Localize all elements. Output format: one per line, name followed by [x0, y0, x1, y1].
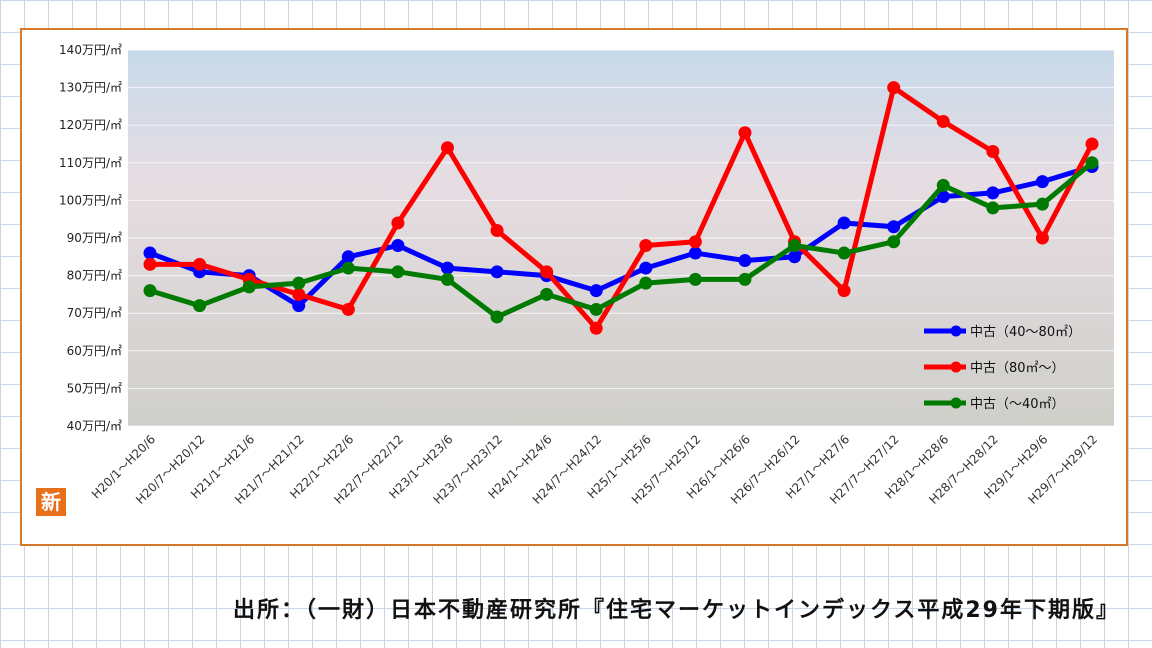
- data-point: [292, 299, 306, 313]
- legend-marker: [950, 361, 962, 373]
- source-note: 出所：（一財）日本不動産研究所『住宅マーケットインデックス平成29年下期版』: [233, 598, 1120, 623]
- data-point: [986, 201, 1000, 215]
- data-point: [143, 257, 157, 271]
- data-point: [986, 145, 1000, 159]
- data-point: [639, 239, 653, 253]
- data-point: [738, 272, 752, 286]
- data-point: [788, 250, 802, 264]
- new-badge-logo: 新: [36, 488, 66, 516]
- legend-marker: [950, 325, 962, 337]
- data-point: [837, 284, 851, 298]
- legend-marker: [950, 397, 962, 409]
- data-point: [688, 246, 702, 260]
- data-point: [242, 280, 256, 294]
- y-tick-label: 130万円/㎡: [59, 81, 122, 95]
- data-point: [143, 246, 157, 260]
- data-point: [887, 81, 901, 95]
- data-point: [391, 216, 405, 230]
- data-point: [887, 235, 901, 249]
- y-tick-label: 120万円/㎡: [59, 118, 122, 132]
- data-point: [1085, 156, 1099, 170]
- data-point: [540, 265, 554, 279]
- data-point: [986, 186, 1000, 200]
- data-point: [440, 272, 454, 286]
- data-point: [341, 250, 355, 264]
- data-point: [738, 126, 752, 140]
- chart-frame: 40万円/㎡ 50万円/㎡ 60万円/㎡ 70万円/㎡ 80万円/㎡ 90万円/㎡ 100万…: [20, 28, 1128, 546]
- y-tick-label: 40万円/㎡: [67, 419, 122, 433]
- y-tick-label: 140万円/㎡: [59, 43, 122, 57]
- data-point: [391, 239, 405, 253]
- data-point: [589, 302, 603, 316]
- legend-label: 中古（40～80㎡）: [970, 325, 1081, 340]
- data-point: [440, 141, 454, 155]
- data-point: [936, 114, 950, 128]
- y-tick-label: 110万円/㎡: [59, 156, 122, 170]
- data-point: [292, 287, 306, 301]
- data-point: [688, 235, 702, 249]
- y-tick-label: 90万円/㎡: [67, 231, 122, 245]
- data-point: [639, 276, 653, 290]
- data-point: [936, 190, 950, 204]
- data-point: [837, 216, 851, 230]
- data-point: [589, 321, 603, 335]
- data-point: [341, 302, 355, 316]
- data-point: [887, 220, 901, 234]
- data-point: [490, 310, 504, 324]
- data-point: [193, 257, 207, 271]
- data-point: [440, 261, 454, 275]
- data-point: [540, 287, 554, 301]
- data-point: [589, 284, 603, 298]
- data-point: [1035, 197, 1049, 211]
- data-point: [143, 284, 157, 298]
- line-chart: 40万円/㎡ 50万円/㎡ 60万円/㎡ 70万円/㎡ 80万円/㎡ 90万円/㎡ 100万…: [59, 43, 1114, 507]
- data-point: [193, 299, 207, 313]
- data-point: [490, 223, 504, 237]
- legend-label: 中古（～40㎡）: [970, 397, 1065, 412]
- data-point: [292, 276, 306, 290]
- legend-label: 中古（80㎡～）: [970, 361, 1065, 376]
- y-tick-label: 70万円/㎡: [67, 306, 122, 320]
- data-point: [688, 272, 702, 286]
- data-point: [936, 178, 950, 192]
- series-line: [150, 85, 1095, 331]
- data-point: [1035, 231, 1049, 245]
- y-tick-label: 80万円/㎡: [67, 269, 122, 283]
- data-point: [1085, 137, 1099, 151]
- data-point: [837, 246, 851, 260]
- y-tick-label: 100万円/㎡: [59, 193, 122, 207]
- data-point: [738, 254, 752, 268]
- series-line: [149, 160, 1094, 320]
- data-point: [490, 265, 504, 279]
- data-point: [391, 265, 405, 279]
- data-point: [1035, 175, 1049, 189]
- data-point: [341, 261, 355, 275]
- data-point: [639, 261, 653, 275]
- data-point: [788, 239, 802, 253]
- y-tick-label: 60万円/㎡: [67, 344, 122, 358]
- y-tick-label: 50万円/㎡: [67, 381, 122, 395]
